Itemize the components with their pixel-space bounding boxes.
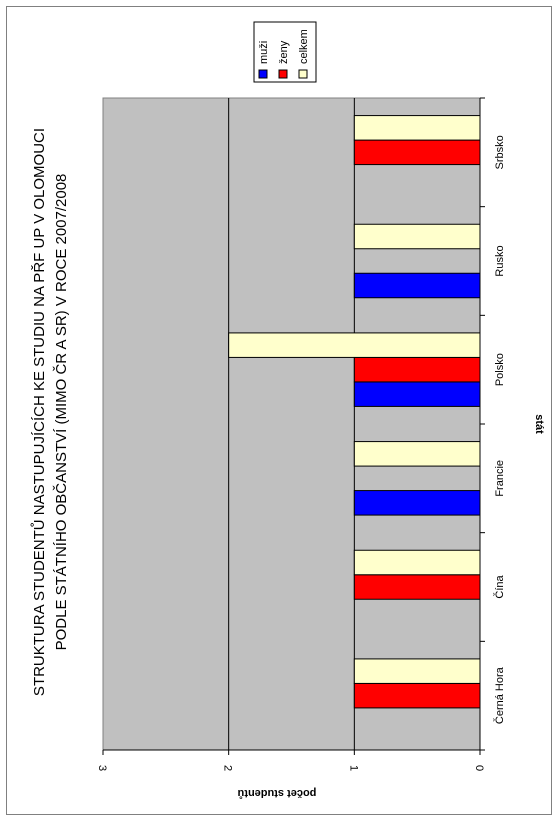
bar — [353, 682, 481, 709]
category-tick-labels: Černá Hora Čína Francie Polsko Rusko Srbsko — [493, 135, 506, 724]
chart-title-line: PODLE STÁTNÍHO OBČANSTVÍ (MIMO ČR A SR) … — [53, 174, 70, 651]
gridlines — [228, 98, 355, 750]
legend-label: ženy — [278, 40, 290, 64]
legend-swatch — [258, 69, 268, 79]
value-tick-label: 2 — [222, 765, 234, 771]
bar — [353, 441, 481, 467]
legend: muži ženy celkem — [253, 21, 317, 83]
bar — [353, 356, 481, 383]
category-tick-label: Čína — [493, 575, 506, 599]
value-tick-label: 1 — [347, 765, 359, 771]
category-tick-label: Polsko — [494, 353, 506, 386]
bar — [228, 332, 481, 358]
chart-title: STRUKTURA STUDENTŮ NASTUPUJÍCÍCH KE STUD… — [30, 128, 70, 696]
category-tick-label: Srbsko — [494, 135, 506, 169]
bar — [353, 574, 481, 600]
bar — [353, 549, 481, 576]
chart-title-line: STRUKTURA STUDENTŮ NASTUPUJÍCÍCH KE STUD… — [30, 128, 48, 696]
bar — [353, 115, 481, 141]
bar — [353, 381, 481, 407]
legend-label: muži — [258, 41, 270, 64]
plot-area — [102, 97, 481, 751]
bar — [353, 139, 481, 166]
category-tick-label: Rusko — [494, 245, 506, 276]
bar — [353, 272, 481, 299]
x-axis-label: stát — [533, 414, 545, 434]
value-tick-label: 0 — [473, 765, 485, 771]
axes — [102, 97, 485, 755]
category-tick-label: Černá Hora — [493, 666, 506, 724]
value-tick-labels: 0 1 2 3 — [96, 765, 485, 771]
category-tick-label: Francie — [494, 460, 506, 497]
bar — [353, 223, 481, 250]
legend-swatch — [278, 69, 288, 79]
y-axis-label: počet studentů — [238, 787, 317, 799]
value-tick-label: 3 — [96, 765, 108, 771]
bar — [353, 490, 481, 516]
legend-label: celkem — [298, 29, 310, 64]
bar — [353, 658, 481, 684]
legend-swatch — [298, 69, 308, 79]
